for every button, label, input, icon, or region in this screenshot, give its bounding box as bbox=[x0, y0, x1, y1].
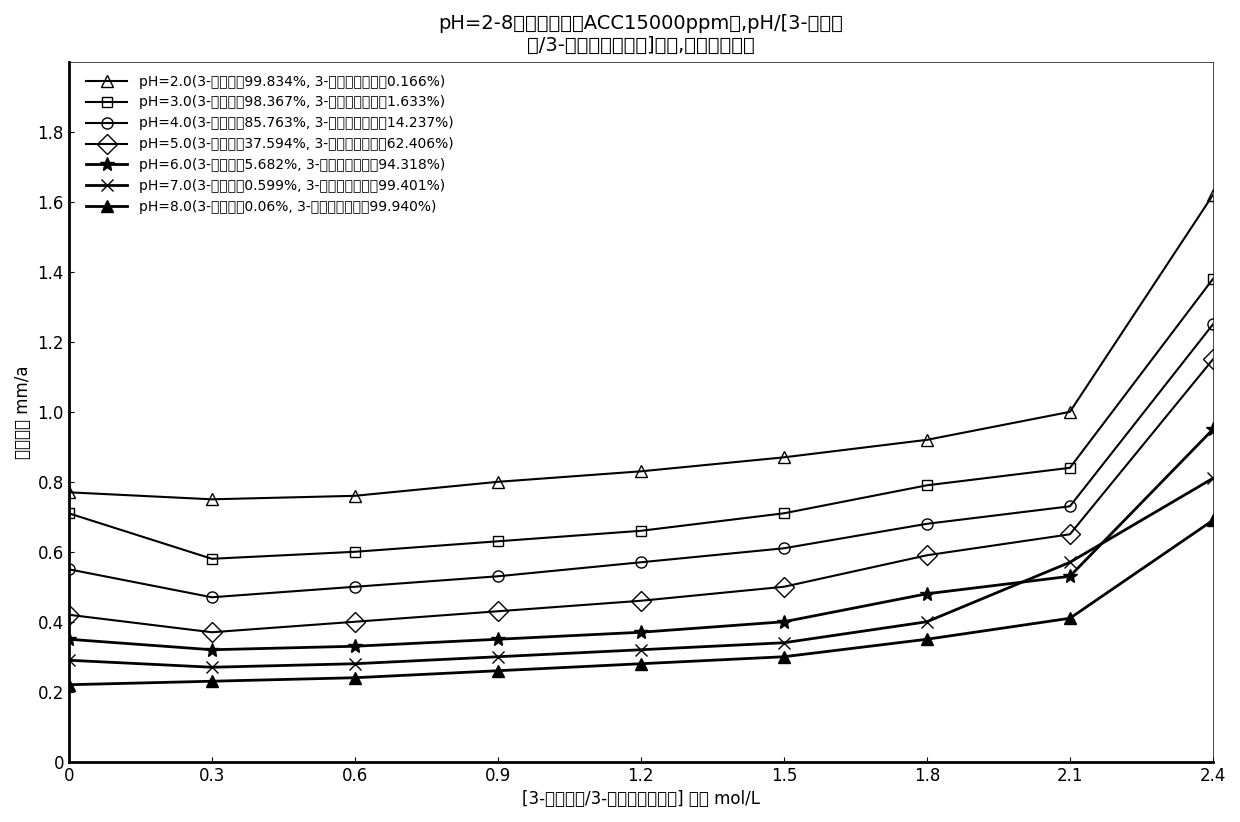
pH=4.0(3-甲基丁醒85.763%, 3-甲基丁酸根离子14.237%) bbox=[61, 565, 76, 575]
pH=7.0(3-甲基丁醒0.599%, 3-甲基丁酸根离子99.401%) bbox=[61, 655, 76, 665]
pH=2.0(3-甲基丁醒99.834%, 3-甲基丁酸根离子0.166%) bbox=[347, 491, 362, 501]
pH=8.0(3-甲基丁醒0.06%, 3-甲基丁酸根离子99.940%) bbox=[490, 666, 505, 676]
pH=7.0(3-甲基丁醒0.599%, 3-甲基丁酸根离子99.401%) bbox=[490, 652, 505, 662]
pH=4.0(3-甲基丁醒85.763%, 3-甲基丁酸根离子14.237%) bbox=[205, 593, 219, 603]
pH=5.0(3-甲基丁醒37.594%, 3-甲基丁酸根离子62.406%) bbox=[490, 607, 505, 616]
pH=4.0(3-甲基丁醒85.763%, 3-甲基丁酸根离子14.237%) bbox=[347, 582, 362, 592]
pH=5.0(3-甲基丁醒37.594%, 3-甲基丁酸根离子62.406%) bbox=[61, 610, 76, 620]
pH=5.0(3-甲基丁醒37.594%, 3-甲基丁酸根离子62.406%) bbox=[205, 627, 219, 637]
pH=8.0(3-甲基丁醒0.06%, 3-甲基丁酸根离子99.940%) bbox=[61, 680, 76, 690]
pH=2.0(3-甲基丁醒99.834%, 3-甲基丁酸根离子0.166%) bbox=[490, 477, 505, 487]
pH=6.0(3-甲基丁醒5.682%, 3-甲基丁酸根离子94.318%) bbox=[919, 589, 934, 598]
pH=8.0(3-甲基丁醒0.06%, 3-甲基丁酸根离子99.940%) bbox=[205, 677, 219, 686]
pH=6.0(3-甲基丁醒5.682%, 3-甲基丁酸根离子94.318%) bbox=[61, 635, 76, 644]
pH=8.0(3-甲基丁醒0.06%, 3-甲基丁酸根离子99.940%) bbox=[919, 635, 934, 644]
pH=3.0(3-甲基丁醒98.367%, 3-甲基丁酸根离子1.633%) bbox=[1205, 274, 1220, 284]
pH=8.0(3-甲基丁醒0.06%, 3-甲基丁酸根离子99.940%) bbox=[776, 652, 791, 662]
pH=5.0(3-甲基丁醒37.594%, 3-甲基丁酸根离子62.406%) bbox=[347, 616, 362, 626]
pH=7.0(3-甲基丁醒0.599%, 3-甲基丁酸根离子99.401%) bbox=[205, 663, 219, 672]
Line: pH=2.0(3-甲基丁醒99.834%, 3-甲基丁酸根离子0.166%): pH=2.0(3-甲基丁醒99.834%, 3-甲基丁酸根离子0.166%) bbox=[63, 189, 1219, 505]
pH=3.0(3-甲基丁醒98.367%, 3-甲基丁酸根离子1.633%) bbox=[776, 508, 791, 518]
Line: pH=3.0(3-甲基丁醒98.367%, 3-甲基丁酸根离子1.633%): pH=3.0(3-甲基丁醒98.367%, 3-甲基丁酸根离子1.633%) bbox=[64, 274, 1218, 564]
pH=5.0(3-甲基丁醒37.594%, 3-甲基丁酸根离子62.406%) bbox=[1205, 354, 1220, 364]
pH=3.0(3-甲基丁醒98.367%, 3-甲基丁酸根离子1.633%) bbox=[1063, 463, 1078, 473]
pH=3.0(3-甲基丁醒98.367%, 3-甲基丁酸根离子1.633%) bbox=[347, 547, 362, 556]
pH=5.0(3-甲基丁醒37.594%, 3-甲基丁酸根离子62.406%) bbox=[634, 596, 649, 606]
pH=4.0(3-甲基丁醒85.763%, 3-甲基丁酸根离子14.237%) bbox=[919, 519, 934, 529]
Y-axis label: 腐蚀速率 mm/a: 腐蚀速率 mm/a bbox=[14, 365, 32, 459]
Line: pH=4.0(3-甲基丁醒85.763%, 3-甲基丁酸根离子14.237%): pH=4.0(3-甲基丁醒85.763%, 3-甲基丁酸根离子14.237%) bbox=[63, 319, 1219, 603]
pH=4.0(3-甲基丁醒85.763%, 3-甲基丁酸根离子14.237%) bbox=[1063, 501, 1078, 511]
pH=6.0(3-甲基丁醒5.682%, 3-甲基丁酸根离子94.318%) bbox=[634, 627, 649, 637]
pH=4.0(3-甲基丁醒85.763%, 3-甲基丁酸根离子14.237%) bbox=[776, 543, 791, 553]
pH=8.0(3-甲基丁醒0.06%, 3-甲基丁酸根离子99.940%) bbox=[1063, 613, 1078, 623]
pH=2.0(3-甲基丁醒99.834%, 3-甲基丁酸根离子0.166%) bbox=[776, 452, 791, 462]
pH=6.0(3-甲基丁醒5.682%, 3-甲基丁酸根离子94.318%) bbox=[1205, 424, 1220, 434]
pH=6.0(3-甲基丁醒5.682%, 3-甲基丁酸根离子94.318%) bbox=[205, 644, 219, 654]
pH=2.0(3-甲基丁醒99.834%, 3-甲基丁酸根离子0.166%) bbox=[61, 487, 76, 497]
pH=8.0(3-甲基丁醒0.06%, 3-甲基丁酸根离子99.940%) bbox=[1205, 515, 1220, 525]
pH=3.0(3-甲基丁醒98.367%, 3-甲基丁酸根离子1.633%) bbox=[634, 526, 649, 536]
Line: pH=6.0(3-甲基丁醒5.682%, 3-甲基丁酸根离子94.318%): pH=6.0(3-甲基丁醒5.682%, 3-甲基丁酸根离子94.318%) bbox=[62, 423, 1220, 657]
pH=6.0(3-甲基丁醒5.682%, 3-甲基丁酸根离子94.318%) bbox=[1063, 571, 1078, 581]
pH=7.0(3-甲基丁醒0.599%, 3-甲基丁酸根离子99.401%) bbox=[1063, 557, 1078, 567]
pH=8.0(3-甲基丁醒0.06%, 3-甲基丁酸根离子99.940%) bbox=[634, 658, 649, 668]
pH=3.0(3-甲基丁醒98.367%, 3-甲基丁酸根离子1.633%) bbox=[490, 537, 505, 547]
pH=6.0(3-甲基丁醒5.682%, 3-甲基丁酸根离子94.318%) bbox=[490, 635, 505, 644]
pH=7.0(3-甲基丁醒0.599%, 3-甲基丁酸根离子99.401%) bbox=[1205, 473, 1220, 483]
pH=3.0(3-甲基丁醒98.367%, 3-甲基丁酸根离子1.633%) bbox=[919, 480, 934, 490]
pH=4.0(3-甲基丁醒85.763%, 3-甲基丁酸根离子14.237%) bbox=[634, 557, 649, 567]
X-axis label: [3-甲基丁酸/3-甲基丁酸根离子] 含量 mol/L: [3-甲基丁酸/3-甲基丁酸根离子] 含量 mol/L bbox=[522, 790, 760, 808]
Legend: pH=2.0(3-甲基丁醒99.834%, 3-甲基丁酸根离子0.166%), pH=3.0(3-甲基丁醒98.367%, 3-甲基丁酸根离子1.633%), : pH=2.0(3-甲基丁醒99.834%, 3-甲基丁酸根离子0.166%), … bbox=[81, 69, 459, 219]
pH=4.0(3-甲基丁醒85.763%, 3-甲基丁酸根离子14.237%) bbox=[490, 571, 505, 581]
pH=2.0(3-甲基丁醒99.834%, 3-甲基丁酸根离子0.166%) bbox=[634, 466, 649, 476]
pH=2.0(3-甲基丁醒99.834%, 3-甲基丁酸根离子0.166%) bbox=[919, 435, 934, 445]
pH=6.0(3-甲基丁醒5.682%, 3-甲基丁酸根离子94.318%) bbox=[347, 641, 362, 651]
Line: pH=8.0(3-甲基丁醒0.06%, 3-甲基丁酸根离子99.940%): pH=8.0(3-甲基丁醒0.06%, 3-甲基丁酸根离子99.940%) bbox=[63, 515, 1219, 690]
pH=4.0(3-甲基丁醒85.763%, 3-甲基丁酸根离子14.237%) bbox=[1205, 320, 1220, 330]
pH=2.0(3-甲基丁醒99.834%, 3-甲基丁酸根离子0.166%) bbox=[1063, 407, 1078, 417]
pH=7.0(3-甲基丁醒0.599%, 3-甲基丁酸根离子99.401%) bbox=[919, 616, 934, 626]
pH=2.0(3-甲基丁醒99.834%, 3-甲基丁酸根离子0.166%) bbox=[1205, 190, 1220, 200]
pH=5.0(3-甲基丁醒37.594%, 3-甲基丁酸根离子62.406%) bbox=[776, 582, 791, 592]
pH=2.0(3-甲基丁醒99.834%, 3-甲基丁酸根离子0.166%) bbox=[205, 494, 219, 504]
Title: pH=2-8氧化性体系（ACC15000ppm）,pH/[3-甲基丁
酸/3-甲基丁酸根离子]协同,对锐的腐蚀性: pH=2-8氧化性体系（ACC15000ppm）,pH/[3-甲基丁 酸/3-甲… bbox=[439, 14, 843, 55]
pH=3.0(3-甲基丁醒98.367%, 3-甲基丁酸根离子1.633%) bbox=[61, 508, 76, 518]
pH=3.0(3-甲基丁醒98.367%, 3-甲基丁酸根离子1.633%) bbox=[205, 554, 219, 564]
pH=5.0(3-甲基丁醒37.594%, 3-甲基丁酸根离子62.406%) bbox=[919, 551, 934, 561]
pH=7.0(3-甲基丁醒0.599%, 3-甲基丁酸根离子99.401%) bbox=[347, 658, 362, 668]
Line: pH=7.0(3-甲基丁醒0.599%, 3-甲基丁酸根离子99.401%): pH=7.0(3-甲基丁醒0.599%, 3-甲基丁酸根离子99.401%) bbox=[62, 472, 1219, 673]
pH=5.0(3-甲基丁醒37.594%, 3-甲基丁酸根离子62.406%) bbox=[1063, 529, 1078, 539]
pH=8.0(3-甲基丁醒0.06%, 3-甲基丁酸根离子99.940%) bbox=[347, 672, 362, 682]
pH=7.0(3-甲基丁醒0.599%, 3-甲基丁酸根离子99.401%) bbox=[634, 644, 649, 654]
pH=6.0(3-甲基丁醒5.682%, 3-甲基丁酸根离子94.318%) bbox=[776, 616, 791, 626]
Line: pH=5.0(3-甲基丁醒37.594%, 3-甲基丁酸根离子62.406%): pH=5.0(3-甲基丁醒37.594%, 3-甲基丁酸根离子62.406%) bbox=[62, 353, 1220, 640]
pH=7.0(3-甲基丁醒0.599%, 3-甲基丁酸根离子99.401%) bbox=[776, 638, 791, 648]
